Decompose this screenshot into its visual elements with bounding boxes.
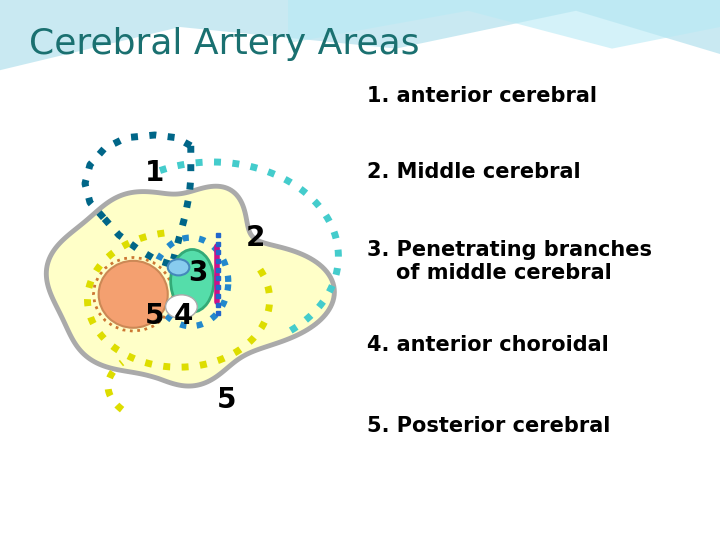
- Text: 1: 1: [145, 159, 164, 187]
- Text: 5. Posterior cerebral: 5. Posterior cerebral: [367, 416, 611, 436]
- Polygon shape: [288, 0, 720, 49]
- Ellipse shape: [99, 261, 168, 328]
- Text: 2. Middle cerebral: 2. Middle cerebral: [367, 162, 581, 182]
- Ellipse shape: [171, 249, 214, 312]
- Polygon shape: [0, 0, 720, 70]
- Text: 4. anterior choroidal: 4. anterior choroidal: [367, 335, 609, 355]
- Text: 4: 4: [174, 302, 193, 330]
- Circle shape: [168, 259, 189, 275]
- Text: 2: 2: [246, 224, 265, 252]
- Text: 3. Penetrating branches
    of middle cerebral: 3. Penetrating branches of middle cerebr…: [367, 240, 652, 284]
- Text: Cerebral Artery Areas: Cerebral Artery Areas: [29, 27, 419, 61]
- Text: 1. anterior cerebral: 1. anterior cerebral: [367, 86, 597, 106]
- Text: 3: 3: [189, 259, 207, 287]
- Text: 5: 5: [217, 386, 237, 414]
- Circle shape: [166, 295, 197, 319]
- Text: 5: 5: [145, 302, 165, 330]
- Polygon shape: [46, 186, 334, 386]
